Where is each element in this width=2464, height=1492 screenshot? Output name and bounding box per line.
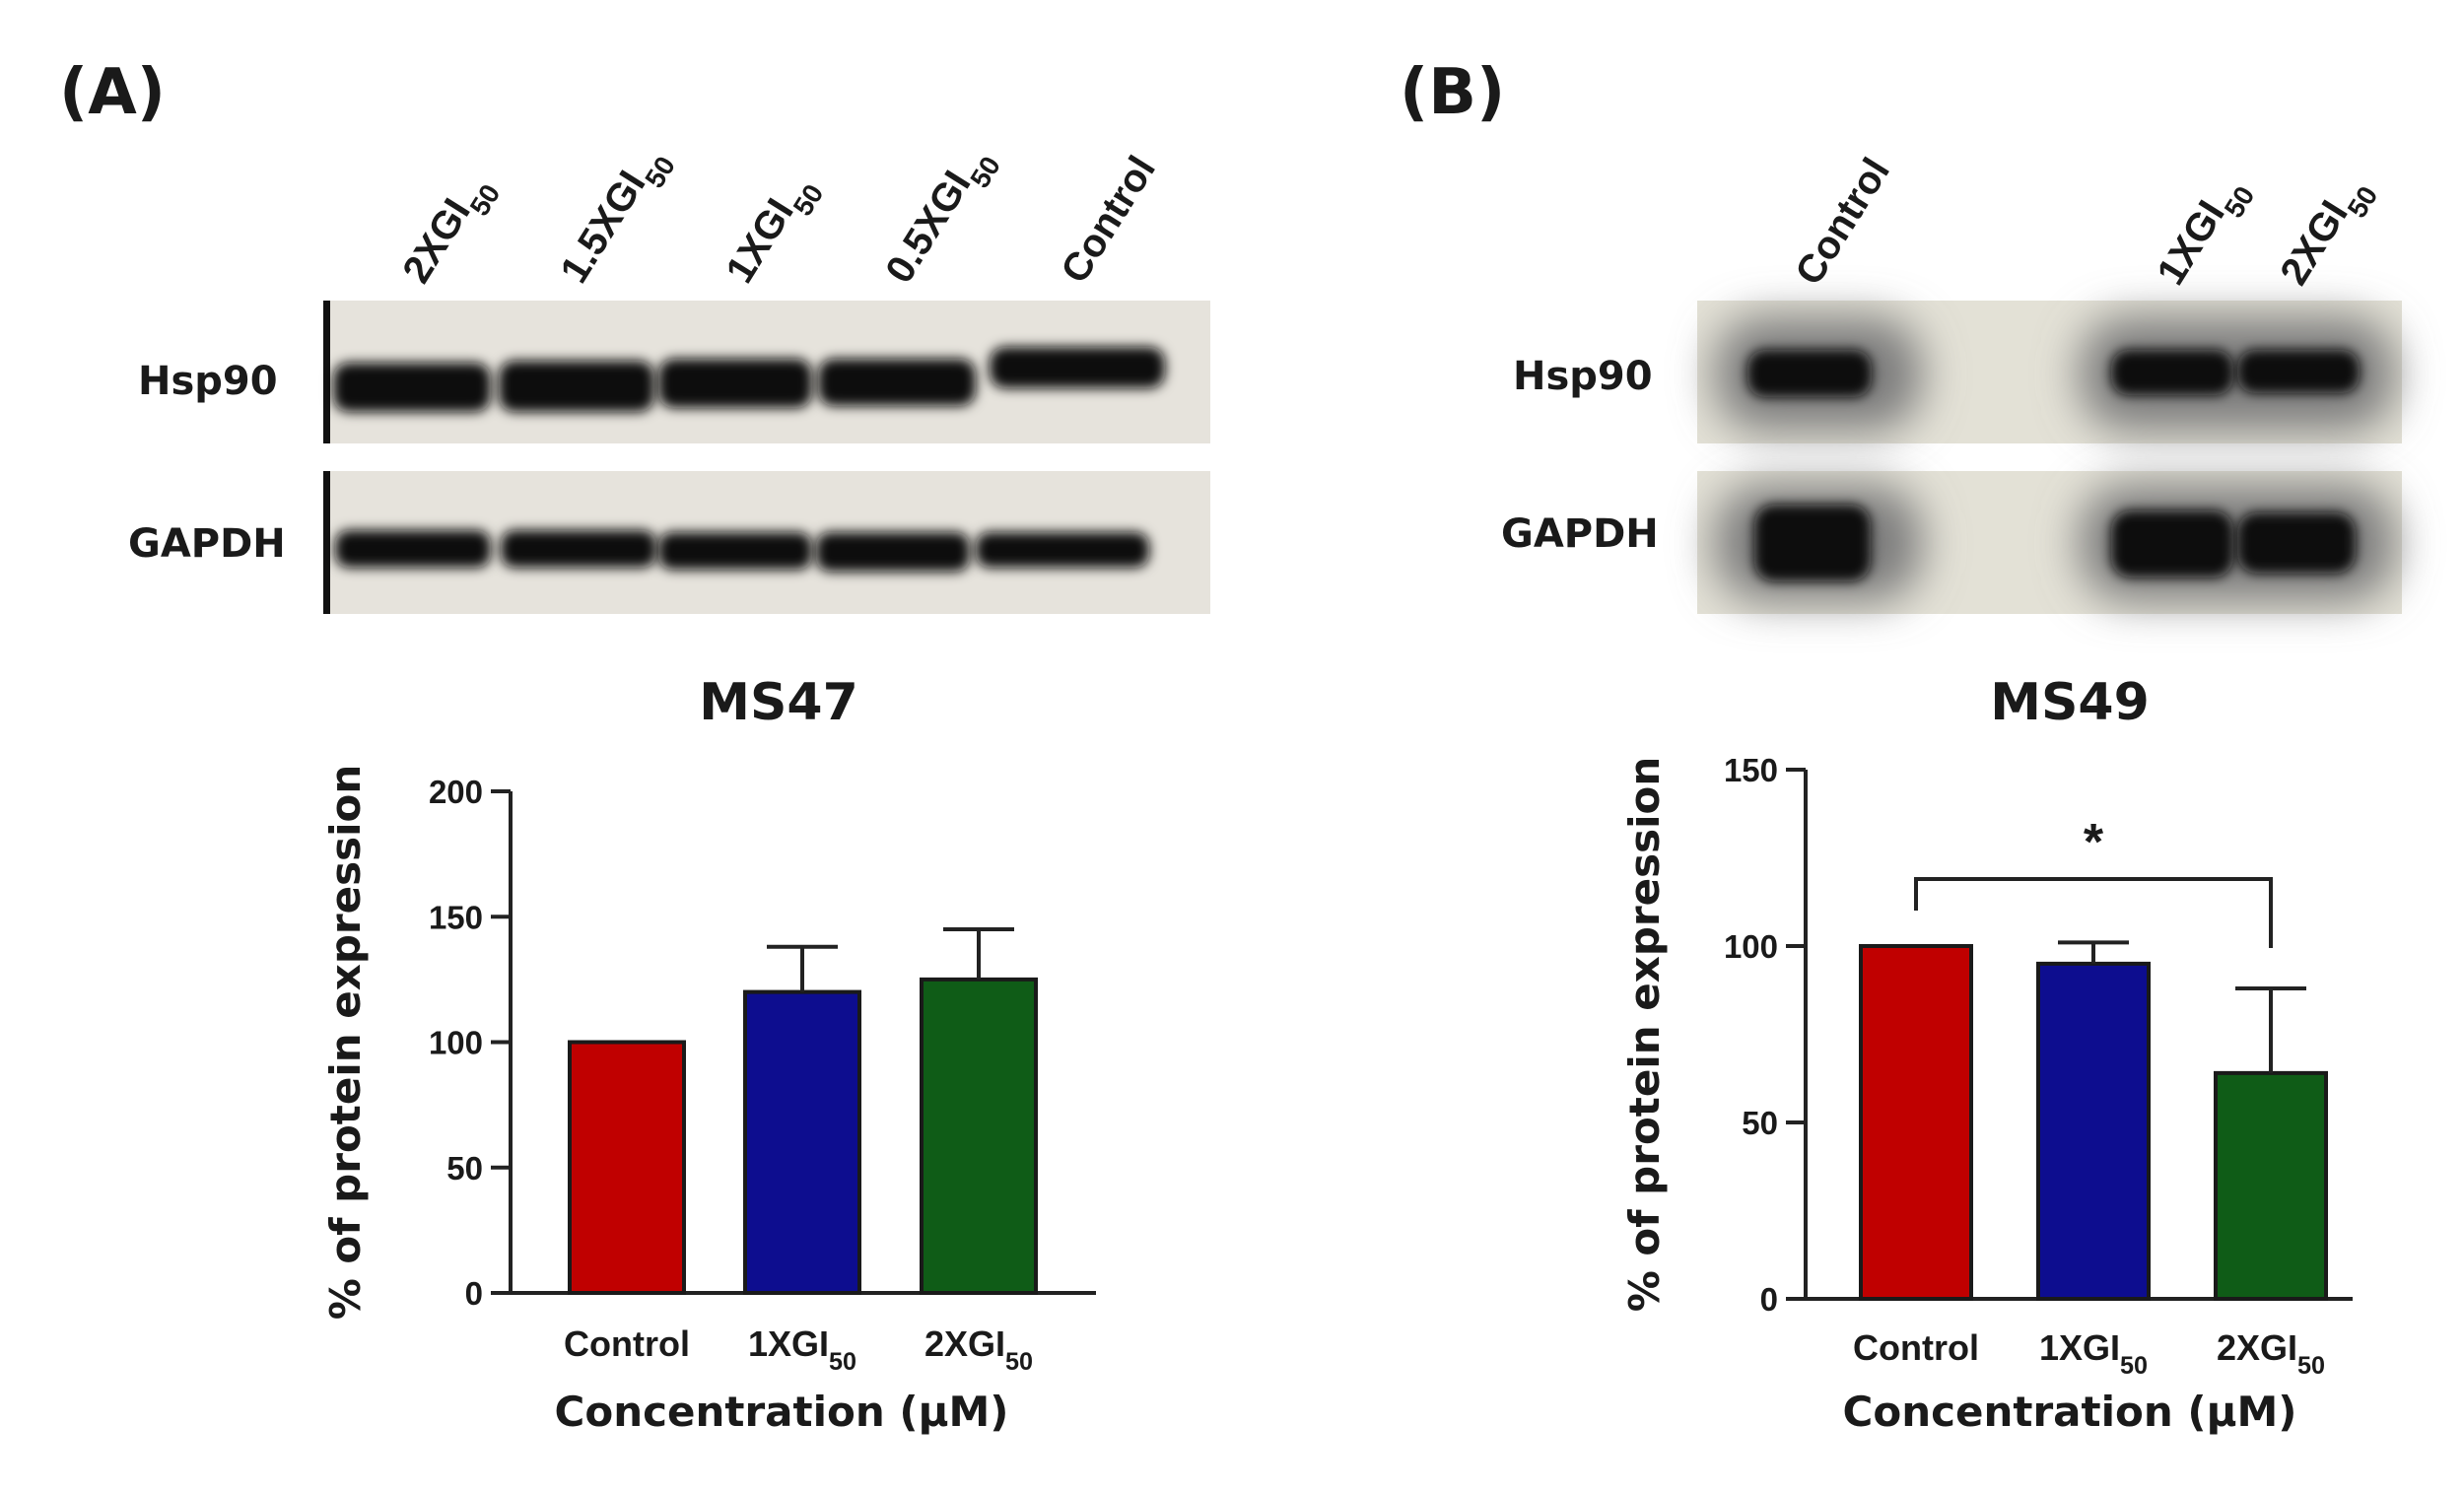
category-label: 2XGI50 — [2217, 1327, 2325, 1380]
lane-label-0-5xgi50: 0.5XGI50 — [877, 137, 1005, 297]
x-axis-title: Concentration (µM) — [1843, 1388, 2297, 1436]
lane-label-1-5xgi50: 1.5XGI50 — [552, 137, 680, 297]
x-axis-title: Concentration (µM) — [555, 1388, 1009, 1436]
y-tick-label: 50 — [1742, 1105, 1778, 1141]
y-axis-title: % of protein expression — [321, 765, 370, 1321]
bar — [568, 1040, 686, 1295]
panel-a-gapdh-blot — [323, 471, 1210, 614]
significance-label: * — [2084, 814, 2104, 871]
lane-label-2xgi50: 2XGI50 — [394, 166, 506, 298]
y-tick-label: 150 — [429, 899, 483, 935]
significance-bracket — [1914, 877, 2273, 948]
lane-label-text: 1XGI50 — [2149, 168, 2260, 300]
lane-label-text: 1.5XGI50 — [552, 137, 680, 297]
y-tick-label: 0 — [1760, 1281, 1778, 1318]
y-tick-label: 50 — [446, 1150, 483, 1187]
lane-label-2xgi50: 2XGI50 — [2272, 168, 2383, 300]
bar — [2214, 1070, 2328, 1301]
chart-title: MS49 — [1990, 673, 2150, 732]
panel-a-gapdh-label: GAPDH — [128, 521, 286, 567]
lane-label-text: Control — [1787, 151, 1898, 293]
chart-title: MS47 — [699, 673, 858, 732]
bar — [920, 977, 1038, 1295]
panel-b-hsp90-label: Hsp90 — [1513, 354, 1653, 399]
panel-a-label: (A) — [59, 56, 166, 129]
panel-b-hsp90-blot — [1697, 301, 2402, 443]
lane-label-1xgi50: 1XGI50 — [718, 166, 829, 298]
lane-label-text: 1XGI50 — [718, 166, 829, 298]
panel-b-gapdh-blot — [1697, 471, 2402, 614]
lane-label-control: Control — [1053, 149, 1164, 291]
y-tick-label: 100 — [429, 1025, 483, 1061]
panel-a-lane-labels: 2XGI50 1.5XGI50 1XGI50 0.5XGI50 Control — [394, 137, 1164, 298]
lane-label-1xgi50: 1XGI50 — [2149, 168, 2260, 300]
panel-a-hsp90-blot — [323, 301, 1210, 443]
panel-b-gapdh-label: GAPDH — [1501, 511, 1659, 557]
category-label: Control — [564, 1323, 690, 1364]
panel-b-lane-labels: Control 1XGI50 2XGI50 — [1787, 151, 2383, 300]
panel-a-hsp90-label: Hsp90 — [138, 359, 278, 404]
bar — [2036, 961, 2151, 1302]
category-label: 2XGI50 — [924, 1323, 1033, 1376]
bar — [1859, 944, 1973, 1301]
category-label: 1XGI50 — [748, 1323, 856, 1376]
y-tick-label: 100 — [1724, 928, 1778, 965]
bar — [743, 989, 861, 1295]
ms47-bar-chart: MS47 0 50 100 150 200 Control 1XGI50 2XGI50 Conce… — [321, 673, 1096, 1436]
y-tick-label: 0 — [465, 1275, 483, 1312]
lane-label-text: 0.5XGI50 — [877, 137, 1005, 297]
y-tick-label: 200 — [429, 774, 483, 810]
ms49-bar-chart: MS49 0 50 100 150 Control 1XGI50 2XGI50 * Concent… — [1620, 673, 2353, 1436]
lane-label-text: 2XGI50 — [394, 166, 506, 298]
lane-label-control: Control — [1787, 151, 1898, 293]
category-label: Control — [1853, 1327, 1979, 1368]
panel-b-label: (B) — [1400, 56, 1505, 129]
lane-label-text: Control — [1053, 149, 1164, 291]
category-label: 1XGI50 — [2039, 1327, 2148, 1380]
lane-label-text: 2XGI50 — [2272, 168, 2383, 300]
y-axis-title: % of protein expression — [1620, 757, 1669, 1313]
y-tick-label: 150 — [1724, 752, 1778, 788]
